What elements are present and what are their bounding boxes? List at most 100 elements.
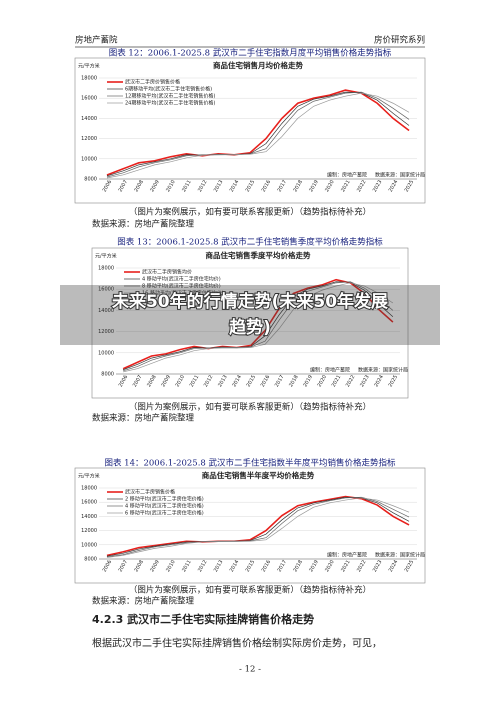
x-tick-label: 2024 — [388, 559, 400, 573]
x-tick-label: 2011 — [181, 179, 193, 193]
chart: 商品住宅销售季度平均价格走势 元/平方米 8000 10000 12000 14000 16… — [91, 247, 409, 399]
legend-label: 12期移动平均(武汉市二手住宅销售价格) — [125, 93, 215, 100]
x-tick-label: 2014 — [229, 179, 241, 193]
x-tick-label: 2024 — [388, 179, 400, 193]
x-tick-label: 2019 — [308, 559, 320, 573]
x-tick-label: 2019 — [302, 374, 314, 388]
series-line — [106, 92, 410, 179]
y-tick-label: 10000 — [81, 542, 97, 548]
legend-label: 24期移动平均(武汉市二手住宅销售价格) — [125, 100, 215, 107]
overlay-title: 未来50年的行情走势(未来50年发展 — [111, 291, 388, 312]
y-tick-label: 8000 — [101, 372, 114, 378]
x-tick-label: 2020 — [317, 374, 329, 388]
legend-label: 武汉市二手房价销售价格 — [125, 79, 180, 86]
y-tick-label: 12000 — [98, 329, 114, 335]
chart-title: 商品住宅销售月均价格走势 — [213, 60, 303, 70]
overlay-band — [60, 285, 440, 345]
x-tick-label: 2021 — [340, 179, 352, 193]
x-tick-label: 2014 — [231, 374, 243, 388]
chart-annotation: 数据来源：国家统计局 — [375, 552, 425, 559]
x-tick-label: 2022 — [356, 559, 368, 573]
x-tick-label: 2006 — [118, 374, 130, 388]
chart-annotation: 数据来源：国家统计局 — [358, 367, 408, 374]
legend-label: 4 移动平均(武汉市二手房住宅价格) — [125, 503, 204, 510]
figure-note: （图片为案例展示，如有要可联系客服更新）（趋势指标待补充） — [129, 585, 371, 596]
legend-label: 2 移动平均(武汉市二手房住宅价格) — [125, 496, 204, 503]
chart-annotation: 编制：房地产蓄院 — [327, 172, 367, 179]
legend-label: 4 移动平均(武汉市二手房住宅均价) — [142, 276, 221, 283]
x-tick-label: 2020 — [324, 179, 336, 193]
x-tick-label: 2023 — [359, 374, 371, 388]
y-axis-label: 元/平方米 — [78, 63, 100, 70]
x-tick-label: 2025 — [404, 559, 416, 573]
y-tick-label: 10000 — [81, 156, 97, 162]
x-tick-label: 2013 — [217, 374, 229, 388]
x-tick-label: 2017 — [277, 179, 289, 193]
legend-label: 8 移动平均(武汉市二手房住宅均价) — [142, 283, 221, 290]
x-tick-label: 2008 — [133, 559, 145, 573]
x-tick-label: 2012 — [197, 179, 209, 193]
x-tick-label: 2013 — [213, 179, 225, 193]
x-tick-label: 2006 — [102, 179, 114, 193]
series-line — [106, 91, 410, 178]
y-axis-label: 元/平方米 — [95, 253, 117, 260]
x-tick-label: 2020 — [324, 559, 336, 573]
x-tick-label: 2016 — [260, 374, 272, 388]
series-line — [122, 281, 394, 372]
x-tick-label: 2018 — [288, 374, 300, 388]
x-tick-label: 2021 — [331, 374, 343, 388]
x-tick-label: 2007 — [118, 559, 130, 573]
chart-title: 商品住宅销售半年度平均价格走势 — [202, 470, 315, 480]
overlay-title: 趋势) — [229, 317, 271, 338]
x-tick-label: 2015 — [246, 374, 258, 388]
y-tick-label: 18000 — [81, 76, 97, 82]
figure-source: 数据来源：房地产蓄院整理 — [92, 596, 195, 607]
legend-label: 6期移动平均(武汉市二手住宅销售价格) — [125, 86, 212, 93]
x-tick-label: 2008 — [133, 179, 145, 193]
header-right: 房价研究系列 — [374, 35, 425, 46]
x-tick-label: 2007 — [118, 179, 130, 193]
y-tick-label: 16000 — [81, 96, 97, 102]
series-line — [106, 497, 410, 558]
chart-annotation: 数据来源：国家统计局 — [375, 172, 425, 179]
x-tick-label: 2014 — [229, 559, 241, 573]
y-tick-label: 18000 — [98, 266, 114, 272]
x-tick-label: 2022 — [345, 374, 357, 388]
series-line — [106, 496, 410, 558]
x-tick-label: 2010 — [175, 374, 187, 388]
figure-note: （图片为案例展示，如有要可联系客服更新）（趋势指标待补充） — [129, 402, 371, 413]
x-tick-label: 2010 — [165, 179, 177, 193]
x-tick-label: 2017 — [274, 374, 286, 388]
figure-source: 数据来源：房地产蓄院整理 — [92, 219, 195, 230]
y-tick-label: 12000 — [81, 528, 97, 534]
chart-title: 商品住宅销售季度平均价格走势 — [206, 250, 311, 260]
figure-caption: 图表 12：2006.1-2025.8 武汉市二手住宅指数月度平均销售价格走势指… — [109, 48, 392, 59]
x-tick-label: 2016 — [261, 179, 273, 193]
x-tick-label: 2007 — [132, 374, 144, 388]
x-tick-label: 2016 — [261, 559, 273, 573]
x-tick-label: 2025 — [404, 179, 416, 193]
y-tick-label: 10000 — [98, 350, 114, 356]
chart-annotation: 编制：房地产蓄院 — [310, 367, 350, 374]
chart-frame — [91, 247, 409, 399]
x-tick-label: 2019 — [308, 179, 320, 193]
x-tick-label: 2022 — [356, 179, 368, 193]
y-axis-label: 元/平方米 — [78, 473, 100, 480]
x-tick-label: 2009 — [149, 559, 161, 573]
x-tick-label: 2017 — [277, 559, 289, 573]
x-tick-label: 2018 — [292, 559, 304, 573]
x-tick-label: 2012 — [203, 374, 215, 388]
chart: 商品住宅销售月均价格走势 元/平方米 8000 10000 12000 14000 1600… — [74, 57, 426, 204]
x-tick-label: 2011 — [181, 559, 193, 573]
x-tick-label: 2021 — [340, 559, 352, 573]
x-tick-label: 2013 — [213, 559, 225, 573]
x-tick-label: 2012 — [197, 559, 209, 573]
y-tick-label: 14000 — [98, 308, 114, 314]
x-tick-label: 2010 — [165, 559, 177, 573]
header-left: 房地产蓄院 — [75, 35, 118, 46]
y-tick-label: 16000 — [98, 287, 114, 293]
y-tick-label: 18000 — [81, 486, 97, 492]
page-number: - 12 - — [239, 665, 261, 675]
x-tick-label: 2015 — [245, 559, 257, 573]
